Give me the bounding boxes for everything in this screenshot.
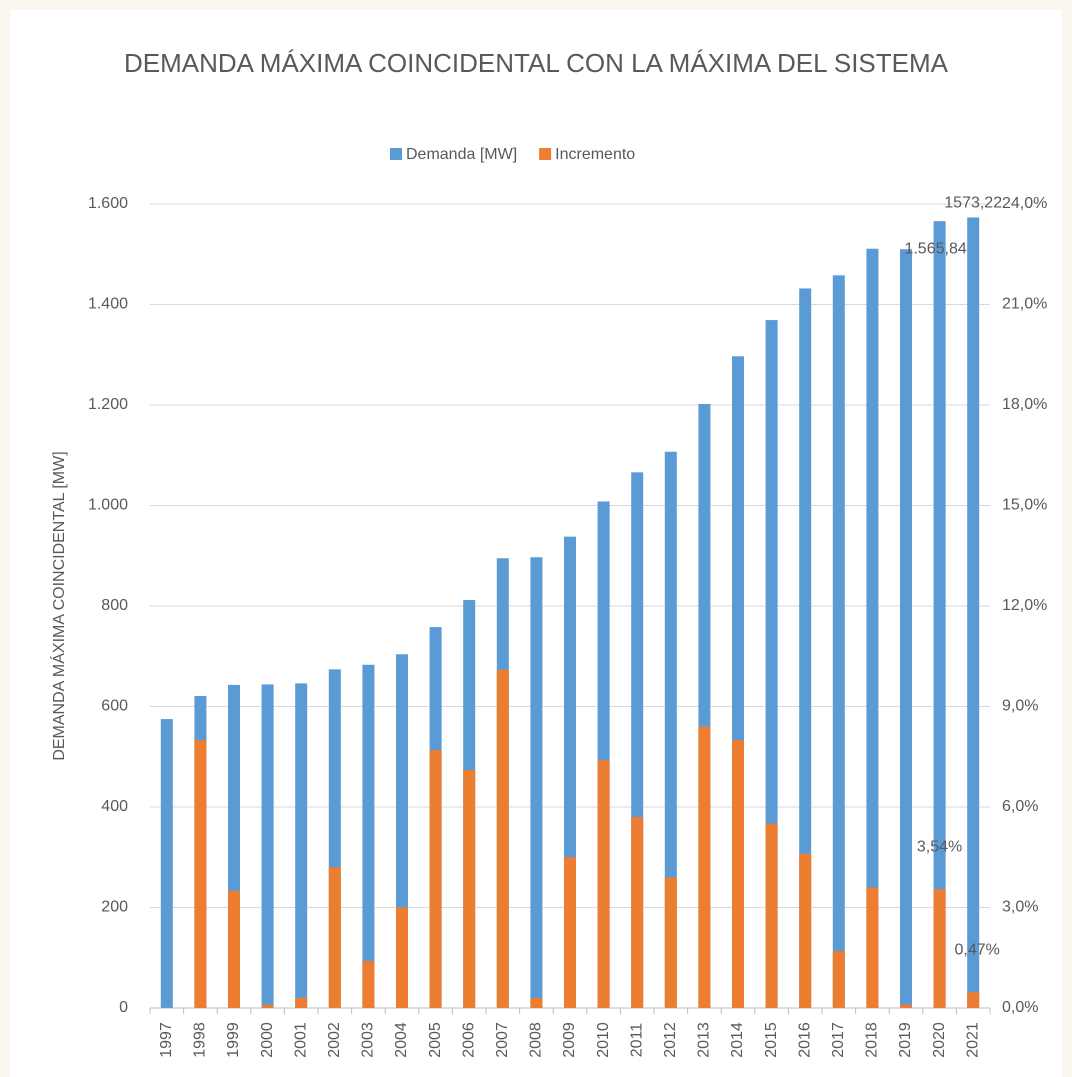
bar [933, 221, 946, 1008]
y2-tick-label: 21,0% [1002, 296, 1047, 313]
bar [664, 451, 677, 1008]
x-tick-label: 2002 [326, 1022, 343, 1058]
y2-tick-label: 6,0% [1002, 798, 1038, 815]
bar [631, 817, 644, 1008]
bar [160, 719, 173, 1008]
bar [261, 684, 274, 1008]
legend-label: Demanda [MW] [406, 146, 517, 163]
x-tick-label: 2001 [292, 1022, 309, 1058]
y-tick-label: 1.400 [88, 296, 128, 313]
x-tick-label: 2014 [729, 1022, 746, 1058]
chart-title: DEMANDA MÁXIMA COINCIDENTAL CON LA MÁXIM… [124, 48, 948, 78]
x-tick-label: 2018 [864, 1022, 881, 1058]
legend-swatch [390, 148, 402, 160]
y2-tick-label: 12,0% [1002, 597, 1047, 614]
x-tick-label: 2008 [528, 1022, 545, 1058]
data-label: 0,47% [955, 941, 1000, 958]
bar [732, 740, 744, 1008]
y2-tick-label: 0,0% [1002, 999, 1038, 1016]
x-tick-label: 2020 [931, 1022, 948, 1058]
y2-tick-label: 24,0% [1002, 195, 1047, 212]
bar [362, 664, 375, 1008]
x-tick-label: 2000 [259, 1022, 276, 1058]
x-tick-label: 1999 [225, 1022, 242, 1058]
x-tick-label: 1998 [192, 1022, 209, 1058]
y-tick-label: 600 [101, 698, 128, 715]
bar [496, 669, 509, 1008]
x-tick-label: 2010 [595, 1022, 612, 1058]
x-tick-label: 1997 [158, 1022, 175, 1058]
bar [295, 997, 308, 1008]
bar [261, 1004, 274, 1008]
bar [228, 890, 240, 1008]
bar [295, 683, 308, 1008]
bar [396, 907, 408, 1008]
x-tick-label: 2013 [696, 1022, 713, 1058]
bar [866, 887, 879, 1008]
x-tick-label: 2009 [561, 1022, 578, 1058]
bar [967, 992, 980, 1008]
bar [564, 857, 576, 1008]
x-tick-label: 2003 [360, 1022, 377, 1058]
bar [362, 961, 375, 1008]
y2-tick-label: 18,0% [1002, 396, 1047, 413]
bar [698, 726, 711, 1008]
y-tick-label: 1.600 [88, 195, 128, 212]
bar [463, 770, 476, 1008]
bar [194, 740, 207, 1008]
bar [765, 823, 778, 1008]
data-label: 3,54% [917, 839, 962, 856]
y-tick-label: 1.200 [88, 396, 128, 413]
x-tick-label: 2019 [897, 1022, 914, 1058]
x-tick-label: 2006 [460, 1022, 477, 1058]
bar [933, 889, 946, 1008]
x-tick-label: 2004 [393, 1022, 410, 1058]
x-tick-label: 2007 [494, 1022, 511, 1058]
legend-label: Incremento [555, 146, 635, 163]
y2-tick-label: 3,0% [1002, 899, 1038, 916]
bar [328, 867, 341, 1008]
x-tick-label: 2021 [964, 1022, 981, 1058]
data-label: 1573,22 [944, 195, 1002, 212]
bar [664, 877, 677, 1008]
x-tick-label: 2016 [796, 1022, 813, 1058]
y-tick-label: 0 [119, 999, 128, 1016]
legend-swatch [539, 148, 552, 160]
y2-tick-label: 15,0% [1002, 497, 1047, 514]
bar [530, 557, 543, 1008]
y-tick-label: 400 [101, 798, 128, 815]
bar [429, 750, 442, 1008]
bar [597, 760, 610, 1008]
y-tick-label: 200 [101, 899, 128, 916]
bar [530, 997, 543, 1008]
bar [900, 1004, 912, 1008]
x-tick-label: 2015 [763, 1022, 780, 1058]
bar [799, 853, 812, 1008]
bar [900, 249, 912, 1009]
x-tick-label: 2012 [662, 1022, 679, 1058]
y-tick-label: 1.000 [88, 497, 128, 514]
y-tick-label: 800 [101, 597, 128, 614]
bar [866, 248, 879, 1008]
bar [832, 951, 845, 1008]
y-axis-title: DEMANDA MÁXIMA COINCIDENTAL [MW] [49, 451, 68, 760]
bar [799, 288, 812, 1008]
x-tick-label: 2005 [427, 1022, 444, 1058]
data-label: 1.565,84 [904, 240, 966, 257]
bar [967, 217, 980, 1008]
x-tick-label: 2011 [628, 1023, 645, 1058]
bar [832, 275, 845, 1009]
x-tick-label: 2017 [830, 1022, 847, 1058]
y2-tick-label: 9,0% [1002, 698, 1038, 715]
